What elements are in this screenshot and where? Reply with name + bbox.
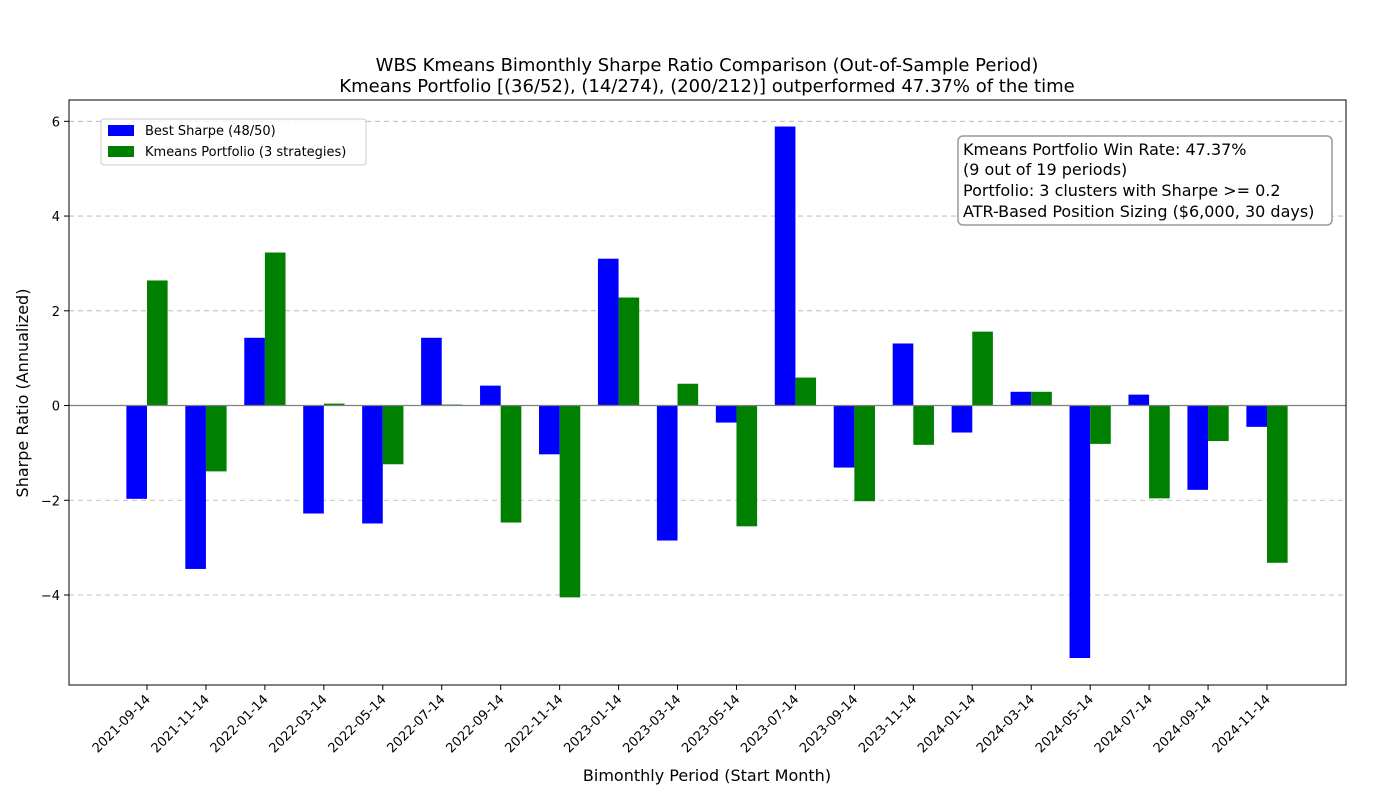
- bar-kmeans-portfolio: [736, 405, 758, 527]
- x-tick-label: 2024-01-14: [915, 692, 979, 756]
- bar-best-sharpe: [480, 385, 501, 406]
- chart-title: WBS Kmeans Bimonthly Sharpe Ratio Compar…: [376, 55, 1039, 76]
- x-tick-label: 2022-09-14: [443, 692, 507, 756]
- y-tick-label: −2: [41, 494, 60, 509]
- bar-kmeans-portfolio: [323, 403, 345, 406]
- x-tick-label: 2023-09-14: [797, 692, 861, 756]
- legend-swatch-best-sharpe: [108, 125, 134, 136]
- bar-kmeans-portfolio: [1090, 405, 1111, 444]
- legend-frame: [100, 118, 367, 166]
- bar-best-sharpe: [1128, 394, 1150, 406]
- legend-label-kmeans: Kmeans Portfolio (3 strategies): [145, 145, 346, 160]
- x-tick-label: 2023-11-14: [856, 692, 920, 756]
- bar-kmeans-portfolio: [264, 252, 286, 406]
- x-tick-label: 2023-03-14: [620, 692, 684, 756]
- x-tick-label: 2024-07-14: [1092, 692, 1156, 756]
- x-tick-label: 2022-05-14: [326, 692, 390, 756]
- bar-best-sharpe: [303, 405, 324, 514]
- bar-best-sharpe: [362, 405, 383, 524]
- annotation-box: Kmeans Portfolio Win Rate: 47.37% (9 out…: [957, 135, 1333, 226]
- y-tick-label: 6: [52, 115, 60, 130]
- bar-kmeans-portfolio: [854, 405, 875, 502]
- bar-best-sharpe: [244, 337, 265, 406]
- bar-best-sharpe: [597, 258, 619, 406]
- bars-group: [126, 126, 1288, 658]
- x-tick-label: 2023-01-14: [561, 692, 625, 756]
- y-tick-label: 2: [52, 305, 60, 320]
- bar-best-sharpe: [774, 126, 796, 406]
- bar-kmeans-portfolio: [500, 405, 522, 523]
- bar-best-sharpe: [656, 405, 678, 541]
- bar-best-sharpe: [1010, 391, 1032, 406]
- x-tick-label: 2024-05-14: [1033, 692, 1097, 756]
- bar-best-sharpe: [951, 405, 973, 433]
- y-tick-label: −4: [41, 589, 60, 604]
- annotation-line-periods: (9 out of 19 periods): [963, 160, 1127, 179]
- bar-kmeans-portfolio: [1208, 405, 1229, 442]
- bar-kmeans-portfolio: [1149, 405, 1170, 499]
- bar-best-sharpe: [1246, 405, 1267, 427]
- bar-best-sharpe: [892, 343, 914, 406]
- annotation-line-sizing: ATR-Based Position Sizing ($6,000, 30 da…: [963, 202, 1314, 221]
- x-tick-label: 2022-03-14: [267, 692, 331, 756]
- x-axis-ticks: 2021-09-142021-11-142022-01-142022-03-14…: [90, 685, 1274, 756]
- y-tick-label: 0: [52, 400, 60, 415]
- x-tick-label: 2024-11-14: [1210, 692, 1274, 756]
- x-tick-label: 2024-03-14: [974, 692, 1038, 756]
- bar-best-sharpe: [1187, 405, 1209, 490]
- bar-best-sharpe: [126, 405, 147, 499]
- annotation-frame: [957, 135, 1333, 226]
- y-axis-ticks: −4 −2 0 2 4 6: [41, 115, 69, 604]
- bar-best-sharpe: [1069, 405, 1091, 658]
- bar-kmeans-portfolio: [913, 405, 934, 445]
- bar-kmeans-portfolio: [795, 377, 817, 406]
- x-tick-label: 2024-09-14: [1151, 692, 1215, 756]
- bar-kmeans-portfolio: [677, 383, 699, 406]
- legend-swatch-kmeans: [108, 146, 134, 157]
- x-tick-label: 2022-07-14: [385, 692, 449, 756]
- bar-best-sharpe: [185, 405, 206, 569]
- legend: Best Sharpe (48/50) Kmeans Portfolio (3 …: [100, 118, 367, 166]
- bar-kmeans-portfolio: [559, 405, 581, 598]
- bar-kmeans-portfolio: [1031, 391, 1052, 406]
- bar-kmeans-portfolio: [147, 280, 168, 406]
- bar-kmeans-portfolio: [618, 297, 640, 406]
- bar-best-sharpe: [833, 405, 855, 468]
- bar-best-sharpe: [421, 337, 442, 406]
- x-tick-label: 2021-11-14: [149, 692, 213, 756]
- annotation-line-win-rate: Kmeans Portfolio Win Rate: 47.37%: [963, 140, 1247, 159]
- x-tick-label: 2021-09-14: [90, 692, 154, 756]
- y-axis-label: Sharpe Ratio (Annualized): [13, 289, 32, 498]
- legend-label-best-sharpe: Best Sharpe (48/50): [145, 124, 276, 139]
- bar-kmeans-portfolio: [972, 331, 993, 406]
- bar-kmeans-portfolio: [205, 405, 227, 472]
- bar-best-sharpe: [539, 405, 560, 455]
- x-tick-label: 2022-11-14: [502, 692, 566, 756]
- bar-kmeans-portfolio: [1267, 405, 1288, 563]
- bar-best-sharpe: [715, 405, 737, 423]
- chart-subtitle: Kmeans Portfolio [(36/52), (14/274), (20…: [339, 76, 1074, 97]
- x-tick-label: 2023-05-14: [679, 692, 743, 756]
- x-tick-label: 2023-07-14: [738, 692, 802, 756]
- x-tick-label: 2022-01-14: [208, 692, 272, 756]
- plot-frame: [68, 99, 1347, 686]
- y-tick-label: 4: [52, 210, 60, 225]
- annotation-line-portfolio: Portfolio: 3 clusters with Sharpe >= 0.2: [963, 181, 1281, 200]
- x-axis-label: Bimonthly Period (Start Month): [583, 766, 831, 785]
- bar-kmeans-portfolio: [382, 405, 404, 465]
